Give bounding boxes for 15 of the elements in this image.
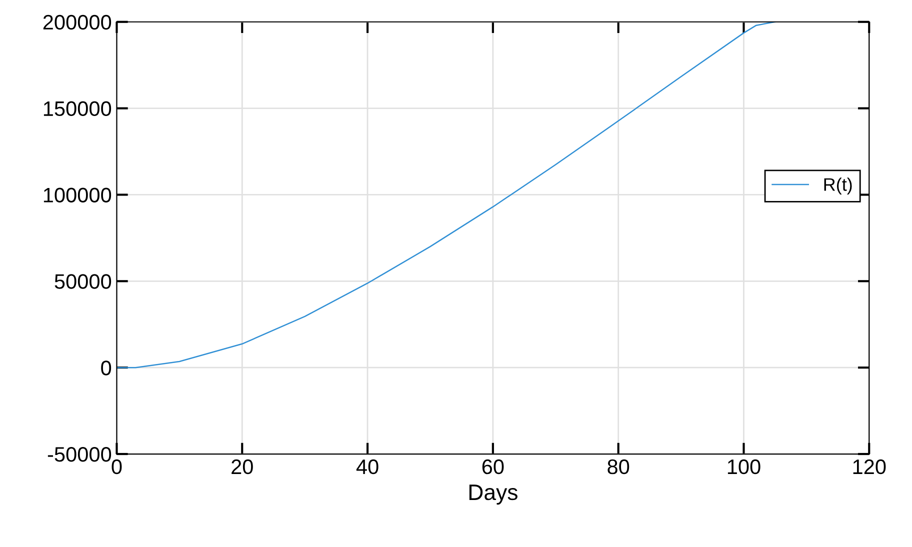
x-tick-label: 100 xyxy=(728,459,760,474)
x-tick-label: 120 xyxy=(853,459,886,474)
x-tick-label: 80 xyxy=(608,459,630,474)
x-axis-title: Days xyxy=(469,484,518,505)
x-tick-label: 40 xyxy=(356,459,378,474)
y-tick-label: 100000 xyxy=(44,188,112,202)
legend-label: R(t) xyxy=(824,178,852,194)
y-tick-label: 50000 xyxy=(54,274,112,289)
y-tick-label: 200000 xyxy=(43,14,112,30)
y-tick-label: -50000 xyxy=(48,447,112,462)
y-tick-label: 0 xyxy=(101,360,112,376)
x-tick-label: 20 xyxy=(232,459,253,474)
x-tick-label: 0 xyxy=(112,459,122,474)
x-tick-label: 60 xyxy=(482,459,504,474)
y-tick-label: 150000 xyxy=(44,101,112,116)
